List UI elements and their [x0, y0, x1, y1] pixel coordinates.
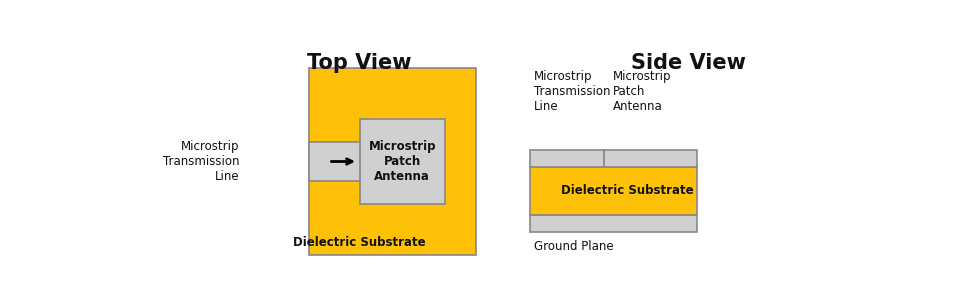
Text: Microstrip
Patch
Antenna: Microstrip Patch Antenna [368, 140, 436, 183]
Text: Side View: Side View [630, 53, 745, 73]
Bar [603, 150, 696, 167]
Text: Microstrip
Transmission
Line: Microstrip Transmission Line [163, 140, 239, 183]
Bar [530, 167, 696, 214]
Text: Dielectric Substrate: Dielectric Substrate [293, 236, 425, 249]
Text: Microstrip
Patch
Antenna: Microstrip Patch Antenna [612, 70, 671, 113]
Bar [530, 150, 603, 167]
Bar [309, 68, 476, 255]
Bar [359, 119, 444, 204]
Text: Ground Plane: Ground Plane [534, 240, 613, 253]
Text: Dielectric Substrate: Dielectric Substrate [560, 184, 693, 197]
Text: Microstrip
Transmission
Line: Microstrip Transmission Line [534, 70, 610, 113]
Bar [530, 214, 696, 232]
Bar [309, 142, 377, 181]
Text: Top View: Top View [307, 53, 412, 73]
